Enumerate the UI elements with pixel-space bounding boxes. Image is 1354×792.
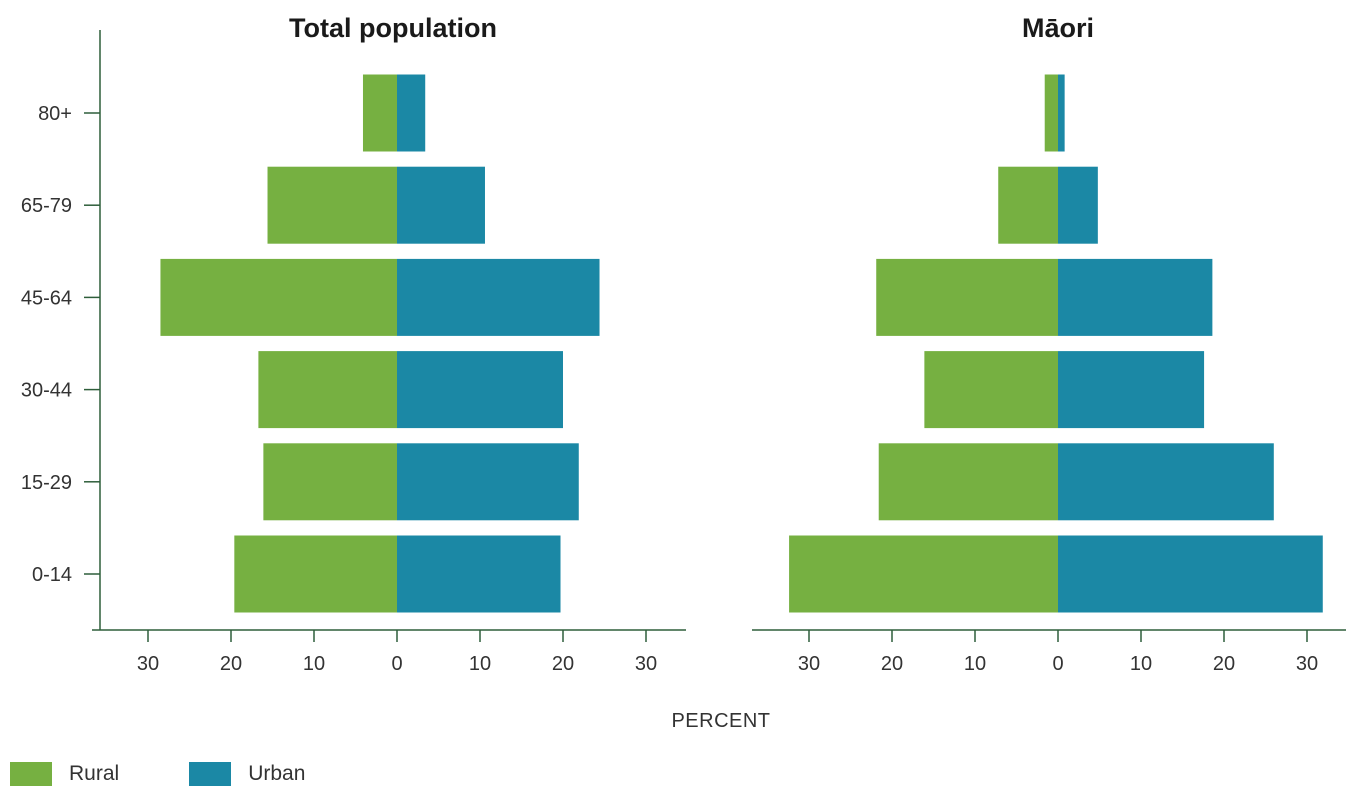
x-tick-label-0-0: 30	[137, 653, 159, 675]
bar-0-rural-0	[362, 74, 397, 152]
legend-swatch-urban	[189, 762, 232, 786]
legend-item-urban: Urban	[189, 762, 305, 786]
x-tick-label-1-1: 20	[881, 653, 903, 675]
bar-0-urban-0	[397, 74, 426, 152]
bar-0-urban-4	[397, 443, 579, 521]
bar-1-rural-1	[998, 166, 1058, 244]
y-tick-label-4: 15-29	[21, 472, 72, 494]
bar-0-urban-2	[397, 258, 600, 336]
x-tick-label-1-3: 0	[1052, 653, 1063, 675]
bar-0-rural-2	[160, 258, 397, 336]
x-tick-label-0-4: 10	[469, 653, 491, 675]
bar-0-rural-5	[234, 535, 397, 613]
x-tick-label-0-6: 30	[635, 653, 657, 675]
bar-0-urban-1	[397, 166, 485, 244]
bar-1-rural-0	[1044, 74, 1058, 152]
bar-1-rural-4	[878, 443, 1058, 521]
y-tick-label-0: 80+	[38, 103, 72, 125]
legend-label-urban: Urban	[248, 762, 306, 785]
bar-1-urban-4	[1058, 443, 1274, 521]
bar-1-urban-2	[1058, 258, 1213, 336]
y-tick-label-1: 65-79	[21, 195, 72, 217]
bar-0-rural-1	[267, 166, 397, 244]
x-tick-label-1-6: 30	[1296, 653, 1318, 675]
x-tick-label-1-2: 10	[964, 653, 986, 675]
bar-0-rural-3	[258, 351, 397, 429]
x-tick-label-1-4: 10	[1130, 653, 1152, 675]
y-tick-label-5: 0-14	[32, 564, 72, 586]
x-tick-label-0-1: 20	[220, 653, 242, 675]
x-tick-label-0-5: 20	[552, 653, 574, 675]
legend-item-rural: Rural	[10, 762, 119, 786]
bar-1-rural-3	[924, 351, 1058, 429]
x-tick-label-0-2: 10	[303, 653, 325, 675]
panel-title-0: Total population	[289, 13, 497, 43]
legend-swatch-rural	[10, 762, 52, 786]
x-tick-label-0-3: 0	[391, 653, 402, 675]
x-tick-label-1-5: 20	[1213, 653, 1235, 675]
legend: Rural Urban	[10, 762, 375, 786]
bar-1-urban-3	[1058, 351, 1205, 429]
y-tick-label-3: 30-44	[21, 380, 72, 402]
bar-1-urban-1	[1058, 166, 1098, 244]
bar-1-urban-5	[1058, 535, 1323, 613]
bar-0-urban-3	[397, 351, 563, 429]
legend-label-rural: Rural	[69, 762, 120, 785]
y-tick-label-2: 45-64	[21, 287, 72, 309]
x-tick-label-1-0: 30	[798, 653, 820, 675]
bar-0-rural-4	[263, 443, 397, 521]
bar-1-rural-5	[789, 535, 1058, 613]
bar-1-urban-0	[1058, 74, 1065, 152]
bar-0-urban-5	[397, 535, 561, 613]
panel-title-1: Māori	[1022, 13, 1094, 43]
bar-1-rural-2	[876, 258, 1058, 336]
x-axis-title: PERCENT	[671, 710, 770, 732]
